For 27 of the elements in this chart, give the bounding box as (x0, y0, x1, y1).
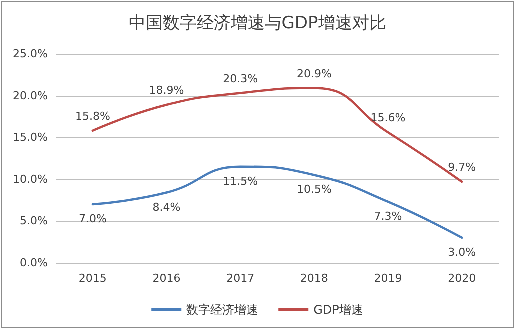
y-tick-label: 10.0% (13, 172, 48, 186)
x-tick-label: 2016 (152, 272, 181, 285)
x-tick-label: 2018 (300, 272, 328, 285)
x-tick-label: 2017 (226, 272, 255, 285)
data-label: 11.5% (223, 174, 258, 188)
data-label: 18.9% (149, 84, 184, 97)
y-tick-label: 0.0% (20, 256, 48, 270)
data-label: 10.5% (296, 183, 332, 196)
data-label: 15.6% (370, 112, 406, 125)
y-tick-label: 5.0% (20, 214, 48, 228)
y-tick-label: 20.0% (13, 89, 48, 102)
chart-title: 中国数字经济增速与GDP增速对比 (128, 14, 386, 34)
data-label: 7.0% (78, 212, 107, 226)
x-tick-label: 2019 (374, 272, 402, 285)
data-label: 7.3% (374, 210, 402, 223)
data-label: 15.8% (75, 110, 110, 123)
data-label: 3.0% (448, 246, 476, 259)
x-tick-label: 2020 (448, 272, 476, 285)
x-tick-label: 2015 (78, 272, 107, 285)
y-tick-label: 25.0% (13, 48, 48, 60)
legend-label: 数字经济增速 (186, 303, 259, 317)
y-tick-label: 15.0% (13, 131, 48, 144)
legend-label: GDP增速 (314, 303, 364, 317)
data-label: 9.7% (448, 160, 476, 174)
data-label: 8.4% (152, 200, 181, 214)
data-label: 20.3% (223, 72, 258, 86)
data-label: 20.9% (296, 67, 332, 80)
